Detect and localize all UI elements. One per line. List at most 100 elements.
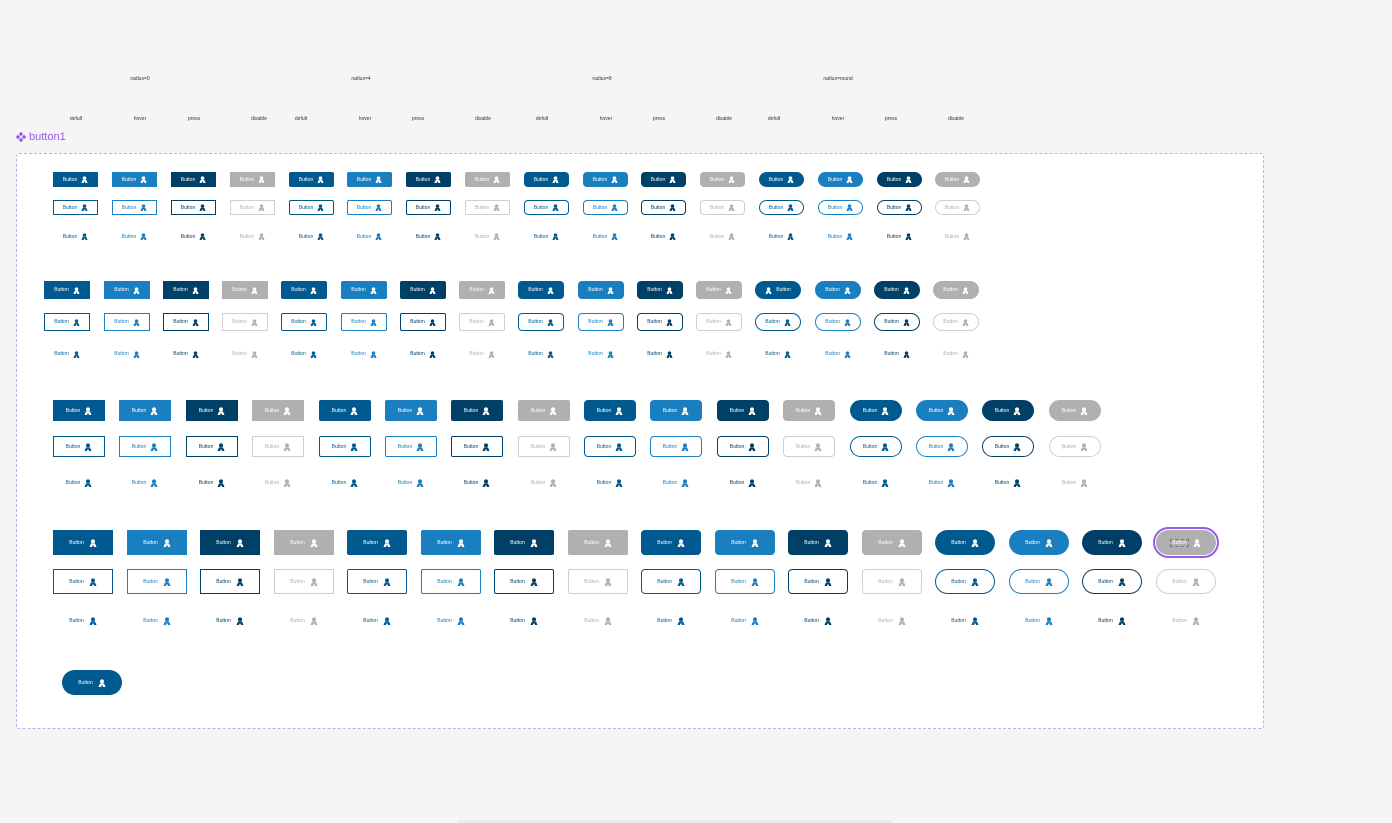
button-text-default[interactable]: Button — [289, 229, 334, 244]
button-outline-hover[interactable]: Button — [127, 569, 187, 594]
button-text-disable[interactable]: Button — [274, 608, 334, 633]
button-outline-disable[interactable]: Button — [465, 200, 510, 215]
button-text-default[interactable]: Button — [53, 472, 105, 493]
button-text-disable[interactable]: Button — [230, 229, 275, 244]
button-text-disable[interactable]: Button — [518, 472, 570, 493]
button-text-default[interactable]: Button — [53, 229, 98, 244]
button-text-hover[interactable]: Button — [715, 608, 775, 633]
button-solid-disable[interactable]: Button — [274, 530, 334, 555]
button-outline-hover[interactable]: Button — [1009, 569, 1069, 594]
component-frame-title[interactable]: button1 — [16, 131, 66, 143]
button-text-press[interactable]: Button — [637, 345, 683, 363]
button-text-press[interactable]: Button — [982, 472, 1034, 493]
button-text-hover[interactable]: Button — [583, 229, 628, 244]
button-solid-default[interactable]: Button — [53, 172, 98, 187]
button-solid-default[interactable]: Button — [289, 172, 334, 187]
button-text-disable[interactable]: Button — [1049, 472, 1101, 493]
button-solid-disable[interactable]: Button — [933, 281, 979, 299]
button-solid-default[interactable]: Button — [935, 530, 995, 555]
button-text-default[interactable]: Button — [281, 345, 327, 363]
button-outline-default[interactable]: Button — [53, 436, 105, 457]
button-outline-hover[interactable]: Button — [347, 200, 392, 215]
button-text-press[interactable]: Button — [200, 608, 260, 633]
button-text-default[interactable]: Button — [347, 608, 407, 633]
button-solid-disable[interactable]: Button — [222, 281, 268, 299]
button-outline-hover[interactable]: Button — [341, 313, 387, 331]
button-solid-press[interactable]: Button — [877, 172, 922, 187]
button-outline-default[interactable]: Button — [319, 436, 371, 457]
button-outline-hover[interactable]: Button — [916, 436, 968, 457]
button-outline-hover[interactable]: Button — [815, 313, 861, 331]
button-outline-default[interactable]: Button — [935, 569, 995, 594]
button-outline-hover[interactable]: Button — [421, 569, 481, 594]
button-text-press[interactable]: Button — [163, 345, 209, 363]
button-solid-default[interactable]: Button — [53, 530, 113, 555]
button-solid-hover[interactable]: Button — [385, 400, 437, 421]
button-outline-disable[interactable]: Button — [933, 313, 979, 331]
button-text-hover[interactable]: Button — [119, 472, 171, 493]
button-text-disable[interactable]: Button — [862, 608, 922, 633]
button-solid-disable[interactable]: Button — [1153, 527, 1219, 558]
button-text-hover[interactable]: Button — [104, 345, 150, 363]
button-solid-disable[interactable]: Button — [252, 400, 304, 421]
button-text-default[interactable]: Button — [518, 345, 564, 363]
button-text-default[interactable]: Button — [759, 229, 804, 244]
button-solid-press[interactable]: Button — [163, 281, 209, 299]
button-solid-press[interactable]: Button — [200, 530, 260, 555]
button-outline-press[interactable]: Button — [406, 200, 451, 215]
button-solid-default[interactable]: Button — [759, 172, 804, 187]
button-text-press[interactable]: Button — [874, 345, 920, 363]
button-solid-hover[interactable]: Button — [104, 281, 150, 299]
button-solid-default[interactable]: Button — [850, 400, 902, 421]
button-text-disable[interactable]: Button — [935, 229, 980, 244]
button-outline-default[interactable]: Button — [584, 436, 636, 457]
button-text-press[interactable]: Button — [186, 472, 238, 493]
button-solid-default[interactable]: Button — [281, 281, 327, 299]
button-solid-press[interactable]: Button — [406, 172, 451, 187]
button-text-disable[interactable]: Button — [700, 229, 745, 244]
button-outline-press[interactable]: Button — [788, 569, 848, 594]
button-text-press[interactable]: Button — [406, 229, 451, 244]
button-solid-hover[interactable]: Button — [916, 400, 968, 421]
button-outline-hover[interactable]: Button — [818, 200, 863, 215]
button-outline-hover[interactable]: Button — [104, 313, 150, 331]
button-solid-disable[interactable]: Button — [465, 172, 510, 187]
button-text-disable[interactable]: Button — [783, 472, 835, 493]
button-text-disable[interactable]: Button — [465, 229, 510, 244]
button-solid-default[interactable]: Button — [641, 530, 701, 555]
button-outline-disable[interactable]: Button — [252, 436, 304, 457]
button-text-press[interactable]: Button — [494, 608, 554, 633]
button-outline-press[interactable]: Button — [982, 436, 1034, 457]
button-outline-press[interactable]: Button — [641, 200, 686, 215]
button-text-hover[interactable]: Button — [578, 345, 624, 363]
button-outline-disable[interactable]: Button — [696, 313, 742, 331]
button-outline-default[interactable]: Button — [53, 569, 113, 594]
button-solid-hover[interactable]: Button — [341, 281, 387, 299]
button-text-disable[interactable]: Button — [459, 345, 505, 363]
button-text-default[interactable]: Button — [53, 608, 113, 633]
button-solid-press[interactable]: Button — [717, 400, 769, 421]
button-text-press[interactable]: Button — [788, 608, 848, 633]
button-outline-default[interactable]: Button — [518, 313, 564, 331]
button-outline-disable[interactable]: Button — [1049, 436, 1101, 457]
button-solid-press[interactable]: Button — [400, 281, 446, 299]
button-solid-hover[interactable]: Button — [127, 530, 187, 555]
button-outline-press[interactable]: Button — [637, 313, 683, 331]
button-outline-default[interactable]: Button — [759, 200, 804, 215]
button-solid-disable[interactable]: Button — [568, 530, 628, 555]
button-text-hover[interactable]: Button — [916, 472, 968, 493]
button-text-disable[interactable]: Button — [252, 472, 304, 493]
button-text-press[interactable]: Button — [877, 229, 922, 244]
button-text-press[interactable]: Button — [1082, 608, 1142, 633]
button-outline-press[interactable]: Button — [163, 313, 209, 331]
button-solid-default[interactable]: Button — [347, 530, 407, 555]
button-text-disable[interactable]: Button — [1156, 608, 1216, 633]
button-solid-hover[interactable]: Button — [1009, 530, 1069, 555]
button-solid-default[interactable]: Button — [518, 281, 564, 299]
button-solid-hover[interactable]: Button — [347, 172, 392, 187]
button-outline-hover[interactable]: Button — [119, 436, 171, 457]
button-outline-hover[interactable]: Button — [650, 436, 702, 457]
button-outline-disable[interactable]: Button — [700, 200, 745, 215]
button-solid-press[interactable]: Button — [637, 281, 683, 299]
button-outline-default[interactable]: Button — [289, 200, 334, 215]
